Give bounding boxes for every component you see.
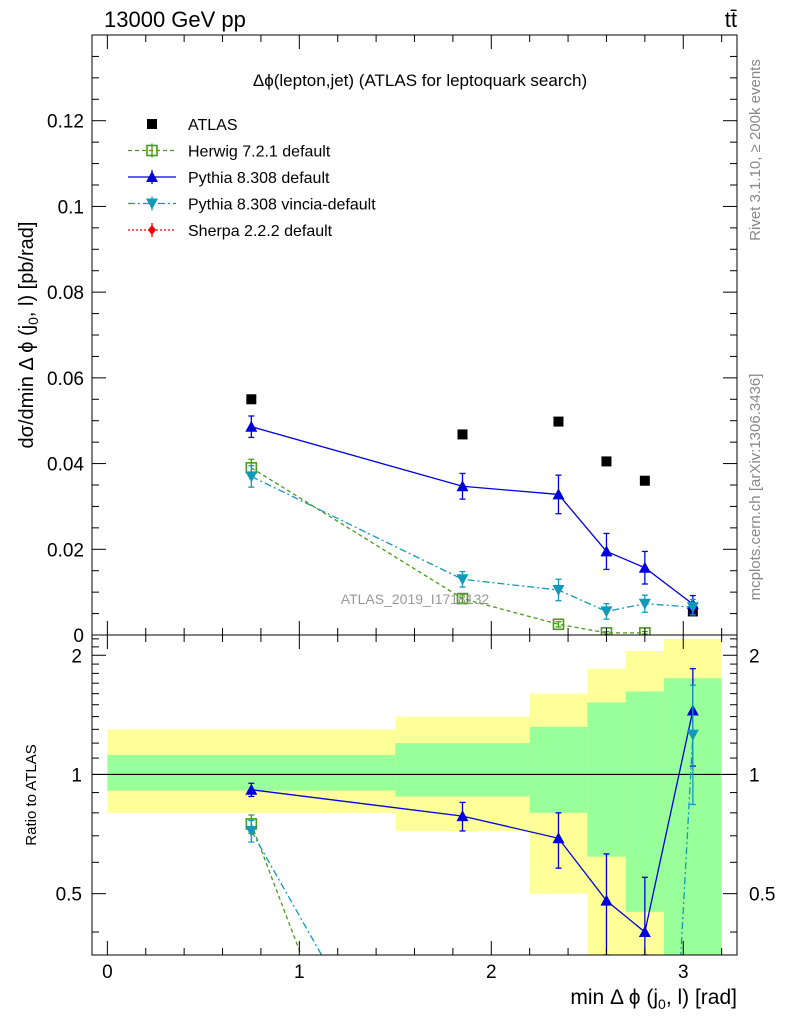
main-data-point xyxy=(553,416,564,427)
ratio-pythia-point xyxy=(600,894,613,906)
x-tick-label: 0 xyxy=(102,962,113,983)
legend-pythia-label: Pythia 8.308 default xyxy=(188,170,330,187)
mcplots-label: mcplots.cern.ch [arXiv:1306.3436] xyxy=(747,374,764,601)
ratio-pythia-point xyxy=(552,832,565,844)
ratio-y-tick-label-right: 1 xyxy=(749,765,760,786)
main-vincia-point xyxy=(552,585,565,596)
main-panel: ATLAS_2019_I1718132 Δϕ(lepton,jet) (ATLA… xyxy=(16,34,738,647)
main-y-tick-label: 0.12 xyxy=(47,112,84,133)
main-herwig-point xyxy=(456,592,469,605)
ratio-y-tick-label: 0.5 xyxy=(56,885,82,906)
legend-item-herwig: Herwig 7.2.1 default xyxy=(128,143,331,161)
ratio-pythia-point xyxy=(638,926,651,938)
main-pythia-point xyxy=(552,488,565,500)
rivet-label: Rivet 3.1.10, ≥ 200k events xyxy=(747,59,764,241)
ratio-vincia-point xyxy=(686,729,699,741)
main-vincia-point xyxy=(456,574,469,586)
ratio-inner-band xyxy=(587,702,626,857)
ratio-vincia-line xyxy=(250,734,694,955)
ratio-vincia-point xyxy=(245,825,258,837)
main-pythia-point xyxy=(638,561,651,573)
energy-label: 13000 GeV pp xyxy=(104,7,246,32)
ratio-y-tick-label-right: 2 xyxy=(749,646,760,667)
legend-herwig-label: Herwig 7.2.1 default xyxy=(188,144,331,161)
main-data-point xyxy=(457,429,468,440)
legend-pythia-marker xyxy=(146,171,158,182)
ratio-inner-band xyxy=(529,726,588,813)
main-vincia-point xyxy=(600,606,613,618)
ratio-y-axis-label: Ratio to ATLAS xyxy=(23,744,40,845)
ratio-frame xyxy=(91,634,738,956)
main-title: Δϕ(lepton,jet) (ATLAS for leptoquark sea… xyxy=(253,71,587,90)
ratio-y-tick-label: 1 xyxy=(71,765,82,786)
main-herwig-point xyxy=(639,627,651,635)
ratio-y-tick-label-right: 0.5 xyxy=(749,885,775,906)
main-herwig-point xyxy=(600,627,613,635)
main-vincia-point xyxy=(686,602,699,614)
main-herwig-line xyxy=(250,467,645,634)
main-herwig-point xyxy=(552,618,565,631)
legend-sherpa-label: Sherpa 2.2.2 default xyxy=(188,223,333,240)
ratio-panel: 0.5 0.5 1 1 2 2 0 1 2 3 Ratio to ATLAS min Δ ϕ (j… xyxy=(23,634,775,1012)
main-data-point xyxy=(601,456,612,467)
process-label: tt̄ xyxy=(725,7,737,32)
main-y-tick-label: 0.06 xyxy=(47,369,84,390)
main-y-axis-label: dσ/dmin Δ ϕ (j0, l) [pb/rad] xyxy=(16,221,41,448)
main-y-tick-label: 0.04 xyxy=(47,455,84,476)
main-y-tick-label: 0.08 xyxy=(47,283,84,304)
legend-herwig-marker xyxy=(146,144,158,157)
main-vincia-point xyxy=(245,471,258,483)
legend-item-pythia: Pythia 8.308 default xyxy=(128,170,330,187)
ratio-inner-band xyxy=(395,743,530,797)
x-tick-label: 3 xyxy=(678,962,689,983)
x-tick-label: 2 xyxy=(486,962,497,983)
main-vincia-line xyxy=(251,475,693,613)
main-data-point xyxy=(639,475,650,486)
main-y-tick-label: 0.02 xyxy=(47,540,84,561)
main-y-tick-label: 0 xyxy=(73,626,84,647)
legend-vincia-label: Pythia 8.308 vincia-default xyxy=(188,197,376,214)
legend-data-label: ATLAS xyxy=(188,117,238,134)
main-pythia-line xyxy=(251,426,694,605)
ratio-y-tick-label: 2 xyxy=(71,646,82,667)
legend-data-marker xyxy=(147,119,157,129)
main-pythia-point xyxy=(456,480,469,492)
main-data-point xyxy=(246,394,257,405)
main-pythia-point xyxy=(245,420,258,432)
x-tick-label: 1 xyxy=(294,962,305,983)
legend-item-sherpa: Sherpa 2.2.2 default xyxy=(128,223,333,240)
ratio-pythia-point xyxy=(456,810,469,822)
ratio-pythia-line xyxy=(251,710,694,934)
x-axis-label: min Δ ϕ (j0, l) [rad] xyxy=(570,986,737,1012)
ratio-pythia-point xyxy=(245,783,258,795)
ratio-herwig-line xyxy=(250,823,302,955)
legend-vincia-marker xyxy=(146,198,158,210)
main-y-tick-label: 0.1 xyxy=(58,197,84,218)
main-pythia-point xyxy=(600,545,613,557)
main-vincia-point xyxy=(638,598,651,610)
legend-item-vincia: Pythia 8.308 vincia-default xyxy=(128,196,376,214)
analysis-label: ATLAS_2019_I1718132 xyxy=(341,591,490,607)
legend-item-data: ATLAS xyxy=(147,117,238,134)
legend: ATLAS Herwig 7.2.1 default Pythia 8.308 de… xyxy=(128,117,376,240)
legend-sherpa-marker xyxy=(148,225,156,235)
